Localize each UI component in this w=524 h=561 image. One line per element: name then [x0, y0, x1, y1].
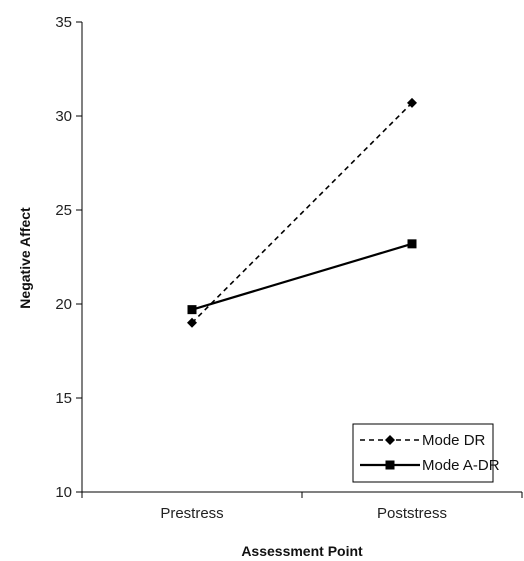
y-tick-label: 15 — [55, 390, 72, 407]
legend-label: Mode A-DR — [422, 457, 500, 474]
series-2 — [187, 239, 417, 315]
legend-box — [352, 423, 494, 483]
series-1 — [187, 97, 417, 328]
legend-item: Mode A-DR — [360, 457, 500, 474]
data-point — [187, 317, 197, 328]
series-line — [191, 242, 413, 311]
y-axis-ticks: 10 15 20 25 30 35 — [55, 14, 82, 501]
data-point — [407, 239, 417, 249]
legend-item: Mode DR — [360, 432, 486, 449]
y-axis-title: Negative Affect — [17, 207, 33, 309]
y-tick-label: 10 — [55, 484, 72, 501]
x-tick-label: Poststress — [377, 505, 447, 522]
data-point — [187, 305, 197, 315]
x-axis-ticks: Prestress Poststress — [81, 492, 523, 522]
legend-label: Mode DR — [422, 432, 486, 449]
data-point — [407, 97, 417, 108]
x-tick-label: Prestress — [160, 505, 223, 522]
x-axis-title: Assessment Point — [241, 543, 363, 559]
y-tick-label: 30 — [55, 108, 72, 125]
legend-marker — [385, 435, 395, 445]
y-tick-label: 25 — [55, 202, 72, 219]
axes — [81, 22, 522, 493]
legend: Mode DR Mode A-DR — [352, 423, 500, 483]
series-line — [191, 102, 413, 324]
y-tick-label: 35 — [55, 14, 72, 31]
series-layer — [187, 97, 417, 328]
y-tick-label: 20 — [55, 296, 72, 313]
legend-marker — [385, 460, 395, 470]
